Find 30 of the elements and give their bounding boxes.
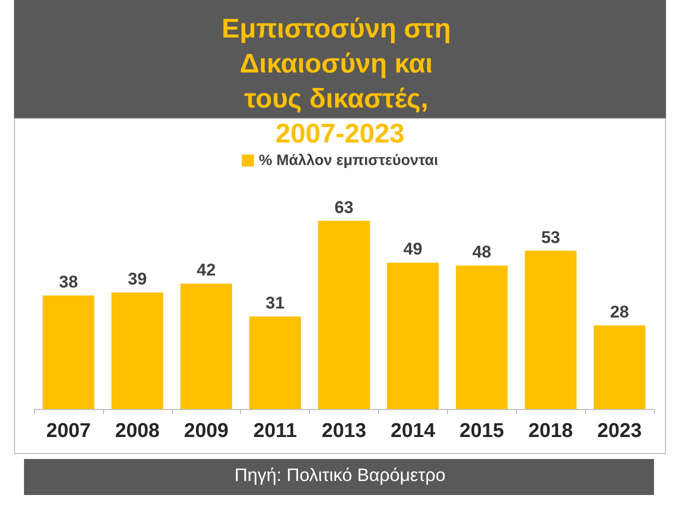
- x-tick-label: 2014: [390, 420, 436, 442]
- x-tick-label: 2011: [253, 420, 297, 442]
- bar: [180, 284, 232, 409]
- x-tick-label: 2018: [528, 420, 573, 442]
- data-label: 31: [266, 293, 285, 312]
- data-label: 49: [403, 240, 422, 259]
- text: Πηγή: Πολιτικό Βαρόμετρο: [234, 465, 446, 485]
- x-tick-label: 2015: [460, 420, 504, 442]
- data-label: 42: [196, 260, 216, 280]
- bar: [387, 262, 439, 409]
- bar: [594, 325, 646, 409]
- chart-title: Εμπιστοσύνη στη Δικαιοσύνη και τους δικαστές, 2007-2023: [222, 14, 458, 148]
- data-label: 28: [610, 302, 630, 322]
- x-tick-label: 2007: [46, 420, 91, 442]
- bar: [456, 266, 508, 409]
- x-tick-label: 2013: [322, 420, 366, 442]
- data-label: 38: [58, 272, 78, 292]
- x-tick-label: 2008: [115, 420, 160, 442]
- data-label: 39: [128, 270, 147, 289]
- bar: [249, 316, 301, 409]
- data-label: 48: [472, 242, 492, 262]
- bar: [318, 220, 370, 409]
- legend-label: % Μάλλον εμπιστεύονται: [258, 152, 438, 169]
- bar: [524, 250, 576, 409]
- data-label: 63: [334, 198, 354, 217]
- bar: [42, 296, 94, 409]
- bar: [112, 292, 164, 409]
- x-tick-label: 2023: [597, 420, 642, 442]
- x-tick-label: 2009: [184, 420, 228, 442]
- data-label: 53: [541, 228, 560, 247]
